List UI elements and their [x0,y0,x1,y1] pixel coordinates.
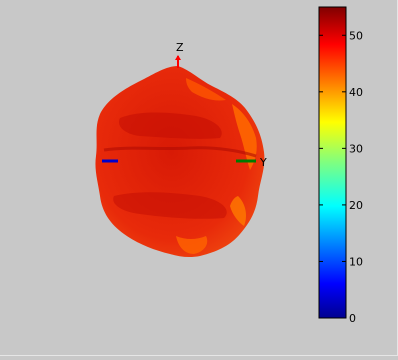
surface-highlight-top [186,78,226,101]
axis-z: Z [175,41,184,68]
colorbar-ticks: 0 10 20 30 40 50 [319,29,363,325]
y-axis-label: Y [259,156,267,169]
colorbar-tick-label: 40 [349,86,363,99]
surface-shadow-lower [113,192,227,219]
radiation-surface [95,66,265,258]
z-axis-label: Z [176,41,184,54]
colorbar-gradient [318,6,347,319]
colorbar: 0 10 20 30 40 50 [318,6,363,325]
surface-shadow-upper [118,112,222,139]
colorbar-tick-label: 30 [349,142,363,155]
surface-highlight-bottom [176,236,208,254]
axis-y: Y [236,156,267,169]
colorbar-tick-label: 50 [349,29,363,42]
colorbar-tick-label: 20 [349,199,363,212]
colorbar-tick-label: 0 [349,312,356,325]
surface-highlight-lower-right [230,196,246,226]
surface-ridge [103,146,257,158]
colorbar-tick-label: 10 [349,255,363,268]
